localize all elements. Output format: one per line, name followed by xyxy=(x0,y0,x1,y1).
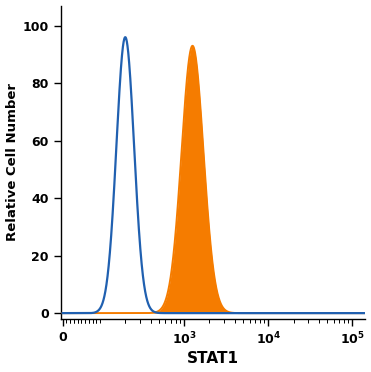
X-axis label: STAT1: STAT1 xyxy=(187,352,239,366)
Y-axis label: Relative Cell Number: Relative Cell Number xyxy=(6,83,19,241)
